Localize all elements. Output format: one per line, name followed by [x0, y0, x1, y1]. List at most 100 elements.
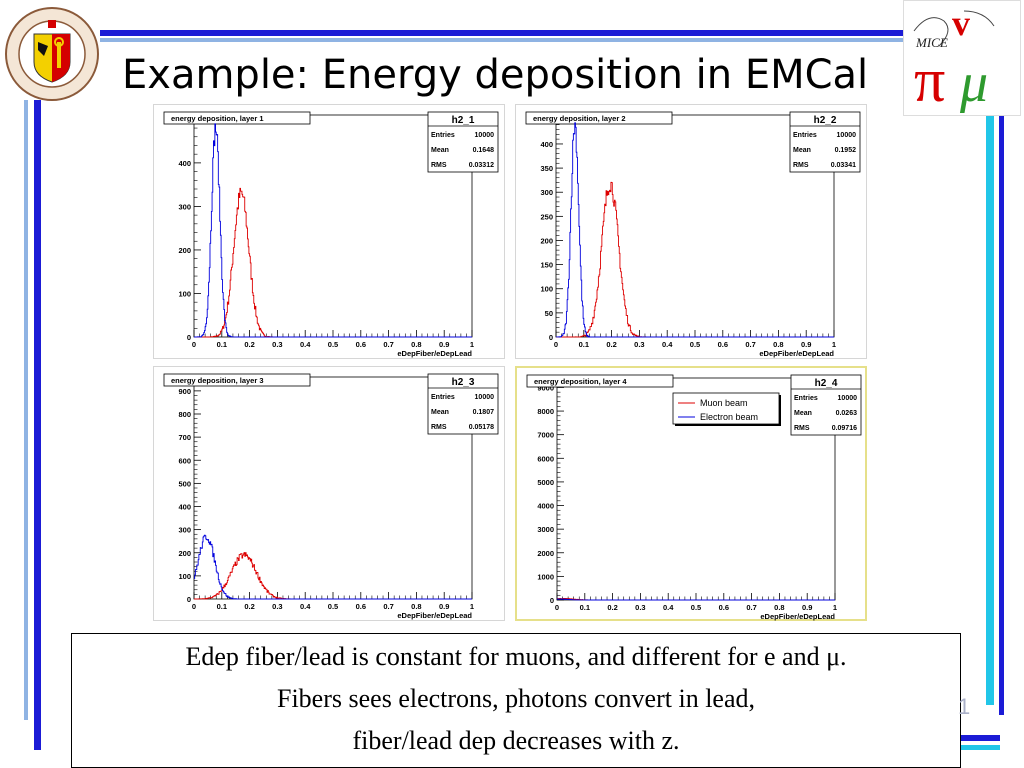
stats-value: 0.1807	[473, 409, 495, 416]
stats-value: 10000	[475, 394, 495, 401]
x-tick-label: 0.3	[634, 340, 644, 349]
chart-title: energy deposition, layer 2	[533, 114, 626, 123]
x-tick-label: 1	[833, 603, 837, 612]
plot-frame	[193, 114, 473, 338]
stats-label: Entries	[431, 132, 455, 139]
stats-label: Mean	[794, 410, 812, 417]
svg-text:v: v	[952, 3, 970, 43]
legend-box	[672, 392, 780, 425]
title-box	[525, 111, 673, 125]
stats-label: Entries	[431, 394, 455, 401]
x-tick-label: 0	[192, 340, 196, 349]
x-tick-label: 0.3	[272, 602, 282, 611]
plot-frame	[193, 376, 473, 600]
y-tick-label: 400	[178, 503, 191, 512]
x-tick-label: 0	[192, 602, 196, 611]
right-bar-dark	[999, 115, 1004, 715]
stats-value: 0.03341	[831, 162, 856, 169]
stats-value: 0.1952	[835, 147, 857, 154]
x-tick-label: 0.2	[244, 340, 254, 349]
stats-label: RMS	[431, 162, 447, 169]
stats-label: RMS	[431, 424, 447, 431]
histogram-series-2	[557, 598, 835, 601]
x-tick-label: 1	[470, 340, 474, 349]
stats-name: h2_4	[815, 378, 838, 389]
x-axis-label: eDepFiber/eDepLead	[397, 611, 472, 620]
histogram-layer-3: 0 100 200 300 400 500 600 700 800 900 0 0.1 0.2 0.3 0.…	[163, 373, 499, 620]
x-axis-label: eDepFiber/eDepLead	[759, 349, 834, 358]
y-tick-label: 0	[550, 596, 554, 605]
x-tick-label: 0.8	[411, 340, 421, 349]
y-tick-label: 200	[540, 236, 553, 245]
svg-text:μ: μ	[959, 52, 988, 114]
x-tick-label: 0.9	[439, 340, 449, 349]
y-tick-label: 300	[178, 202, 191, 211]
stats-box	[427, 373, 499, 435]
chart-panel-layer-4: 0 1000 2000 3000 4000 5000 6000 7000 8000 9000 0 0.…	[515, 366, 867, 621]
x-tick-label: 0.7	[383, 340, 393, 349]
left-bar-dark	[34, 100, 41, 750]
y-tick-label: 300	[540, 188, 553, 197]
slide-title: Example: Energy deposition in EMCal	[122, 52, 869, 98]
y-tick-label: 500	[178, 479, 191, 488]
y-tick-label: 100	[540, 285, 553, 294]
chart-title: energy deposition, layer 3	[171, 376, 264, 385]
bottom-bar-cyan	[960, 745, 1000, 750]
stats-box	[790, 374, 862, 436]
y-tick-label: 2000	[537, 549, 554, 558]
top-bar-dark	[100, 30, 908, 36]
x-tick-label: 0.1	[217, 602, 227, 611]
x-tick-label: 0.9	[802, 603, 812, 612]
x-tick-label: 0.6	[719, 603, 729, 612]
x-tick-label: 0.5	[690, 340, 700, 349]
x-tick-label: 1	[470, 602, 474, 611]
y-tick-label: 1000	[537, 572, 554, 581]
y-tick-label: 4000	[537, 502, 554, 511]
y-tick-label: 7000	[537, 431, 554, 440]
y-tick-label: 800	[178, 410, 191, 419]
x-tick-label: 0.4	[663, 603, 674, 612]
stats-value: 0.0263	[836, 410, 858, 417]
stats-value: 0.05178	[469, 424, 494, 431]
caption-textbox: Edep fiber/lead is constant for muons, a…	[71, 633, 961, 768]
x-tick-label: 0	[555, 603, 559, 612]
left-bar-light	[24, 100, 28, 720]
y-tick-label: 600	[178, 456, 191, 465]
x-tick-label: 0.2	[244, 602, 254, 611]
stats-label: RMS	[793, 162, 809, 169]
x-tick-label: 0.3	[272, 340, 282, 349]
stats-value: 10000	[475, 132, 495, 139]
stats-value: 0.03312	[469, 162, 494, 169]
histogram-layer-1: 010020030040050000.10.20.30.40.50.60.70.…	[163, 111, 499, 358]
y-tick-label: 6000	[537, 454, 554, 463]
university-seal-logo	[4, 6, 100, 102]
caption-line-1: Edep fiber/lead is constant for muons, a…	[185, 642, 847, 671]
x-tick-label: 1	[832, 340, 836, 349]
chart-title: energy deposition, layer 4	[534, 377, 627, 386]
x-tick-label: 0.1	[580, 603, 590, 612]
chart-panel-layer-1: 010020030040050000.10.20.30.40.50.60.70.…	[153, 104, 505, 359]
stats-label: Mean	[431, 409, 449, 416]
y-tick-label: 100	[178, 289, 191, 298]
stats-value: 10000	[837, 132, 857, 139]
top-bar-light	[100, 38, 908, 42]
y-tick-label: 900	[178, 387, 191, 396]
y-tick-label: 9000	[537, 383, 554, 392]
right-bar-cyan	[986, 115, 994, 705]
caption-line-3: fiber/lead dep decreases with z.	[352, 726, 680, 755]
y-tick-label: 0	[187, 595, 191, 604]
x-tick-label: 0.7	[745, 340, 755, 349]
caption-line-2: Fibers sees electrons, photons convert i…	[277, 684, 755, 713]
y-tick-label: 50	[545, 309, 553, 318]
y-tick-label: 150	[540, 261, 553, 270]
y-tick-label: 250	[540, 212, 553, 221]
title-box	[526, 374, 674, 388]
histogram-layer-2: 05010015020025030035040045000.10.20.30.4…	[525, 111, 861, 358]
mice-logo: MICE v π μ	[903, 0, 1021, 116]
mice-logo-text: MICE	[915, 35, 948, 50]
stats-box	[427, 111, 499, 173]
x-tick-label: 0.6	[356, 602, 366, 611]
stats-label: RMS	[794, 425, 810, 432]
x-tick-label: 0.5	[691, 603, 701, 612]
stats-name: h2_1	[452, 115, 475, 126]
